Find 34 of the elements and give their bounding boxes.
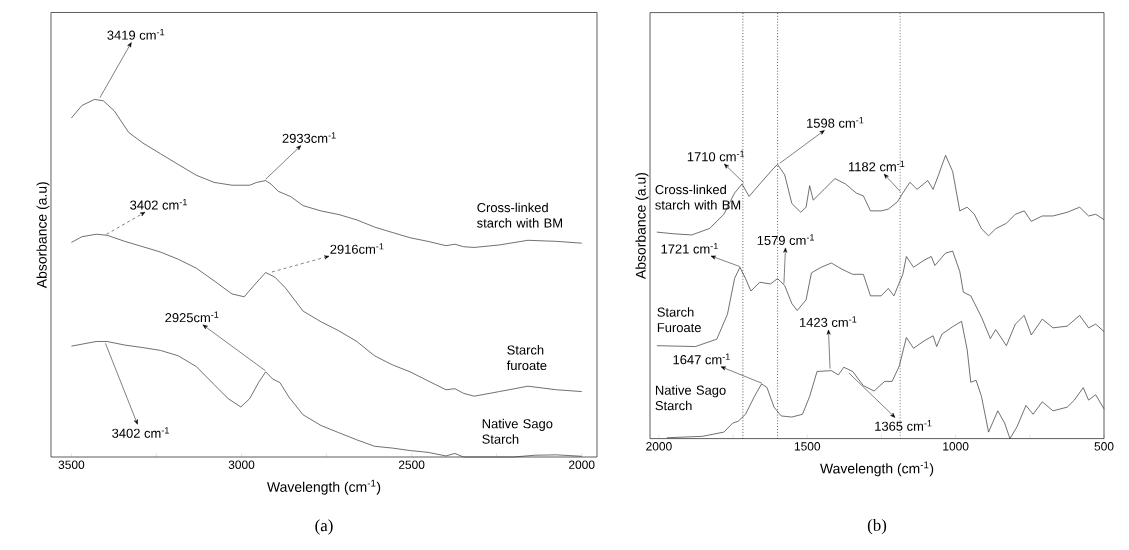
y-axis-title: Absorbance (a.u) — [635, 172, 649, 280]
x-axis-title: Wavelength (cm$^{-1}$) — [267, 479, 381, 495]
x-tick-label: 2000 — [646, 442, 672, 451]
annotation: 3402 cm$^{-1}$ — [112, 427, 169, 438]
series-label: Cross-linked starch with BM — [477, 202, 562, 228]
x-tick-label: 1500 — [794, 442, 821, 451]
x-tick-label: 3500 — [58, 460, 85, 469]
x-tick-label: 500 — [1094, 442, 1114, 451]
series-label: Starch Furoate — [657, 307, 701, 333]
y-axis-title: Absorbance (a.u) — [36, 182, 50, 289]
x-tick-label: 2500 — [398, 460, 425, 469]
annotation: 2925cm$^{-1}$ — [165, 311, 219, 323]
text: (b) — [867, 518, 887, 535]
annotation: 2933cm$^{-1}$ — [282, 132, 336, 143]
annotation: 3402 cm$^{-1}$ — [130, 198, 187, 210]
annotation: 1365 cm$^{-1}$ — [875, 420, 932, 431]
annotation: 1182 cm$^{-1}$ — [848, 160, 905, 172]
x-tick-label: 2000 — [568, 460, 595, 469]
annotation: 1579 cm$^{-1}$ — [757, 234, 814, 245]
annotation: 2916cm$^{-1}$ — [330, 243, 384, 254]
x-tick-label: 1000 — [943, 442, 969, 451]
annotation: 1647 cm$^{-1}$ — [673, 353, 730, 365]
text: (a) — [315, 519, 333, 535]
annotation: 1598 cm$^{-1}$ — [807, 117, 864, 128]
annotation: 1710 cm$^{-1}$ — [687, 150, 745, 162]
annotation: 1721 cm$^{-1}$ — [661, 242, 718, 254]
series-label: Starch furoate — [506, 345, 547, 371]
x-tick-label: 3000 — [228, 460, 255, 469]
annotation: 3419 cm$^{-1}$ — [107, 29, 165, 40]
x-axis-title: Wavelength (cm$^{-1}$) — [820, 461, 934, 477]
series-label: Cross-linked starch with BM — [655, 184, 741, 210]
series-label: Native Sago Starch — [655, 385, 726, 411]
series-label: Native Sago Starch — [482, 418, 553, 444]
annotation: 1423 cm$^{-1}$ — [799, 316, 857, 327]
